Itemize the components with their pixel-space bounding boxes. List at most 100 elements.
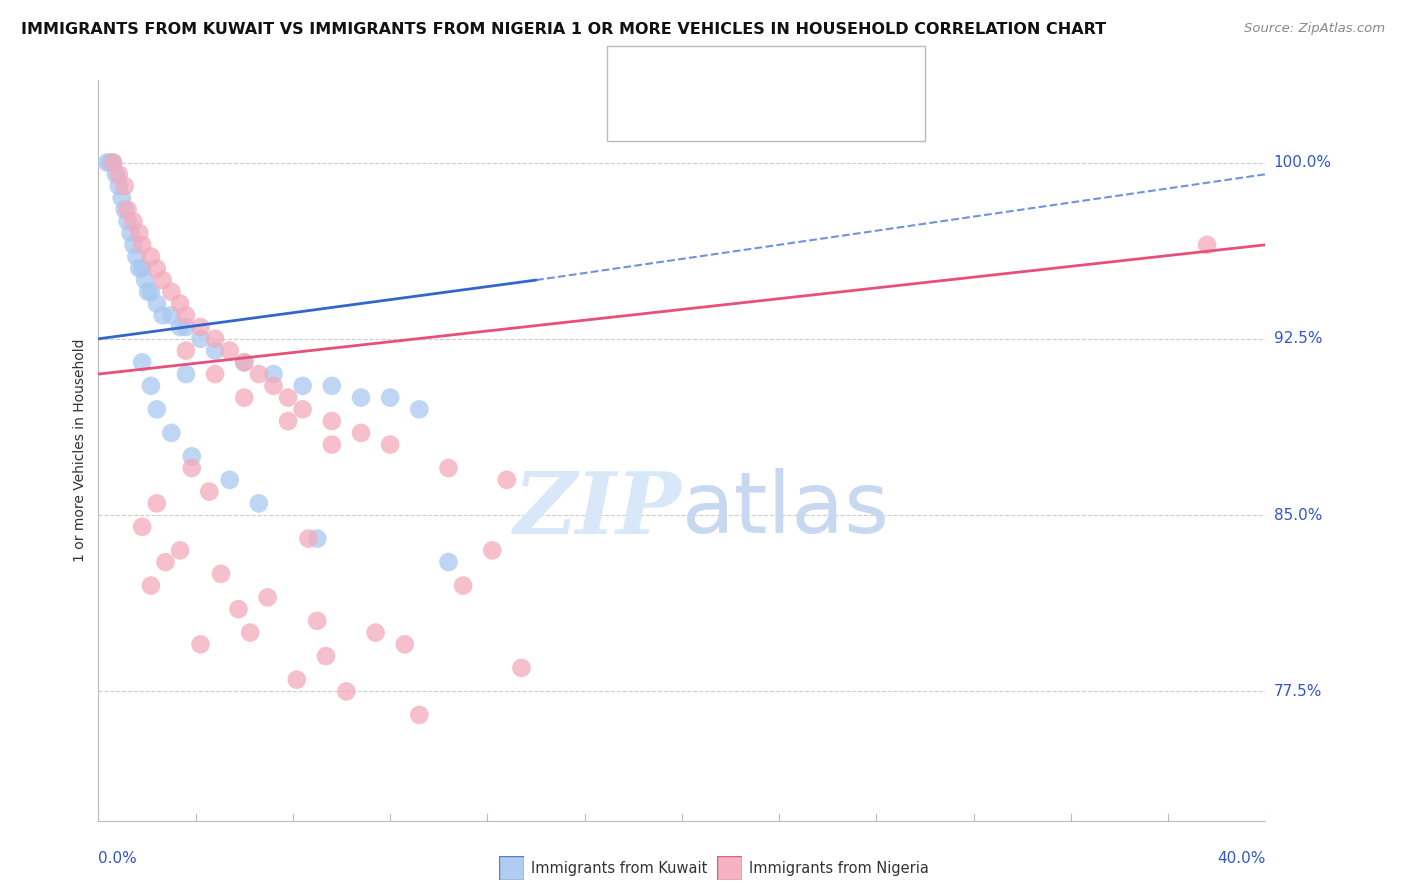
Point <box>218 473 240 487</box>
Point <box>111 191 134 205</box>
Point <box>169 543 191 558</box>
Text: 100.0%: 100.0% <box>1274 155 1331 170</box>
Point <box>131 355 153 369</box>
Point <box>263 367 285 381</box>
Text: 77.5%: 77.5% <box>1274 684 1322 698</box>
Point <box>122 214 145 228</box>
Point <box>297 532 319 546</box>
Point <box>155 555 177 569</box>
Point <box>321 437 343 451</box>
Point <box>408 707 430 722</box>
Point <box>291 379 314 393</box>
Text: Immigrants from Nigeria: Immigrants from Nigeria <box>749 862 929 876</box>
Text: 40.0%: 40.0% <box>1218 851 1265 866</box>
Point <box>122 237 145 252</box>
Point <box>291 402 314 417</box>
Point <box>481 543 503 558</box>
Point <box>350 425 373 440</box>
Point <box>350 391 373 405</box>
Point <box>139 250 162 264</box>
Point <box>233 355 256 369</box>
Point <box>190 332 212 346</box>
Text: IMMIGRANTS FROM KUWAIT VS IMMIGRANTS FROM NIGERIA 1 OR MORE VEHICLES IN HOUSEHOL: IMMIGRANTS FROM KUWAIT VS IMMIGRANTS FRO… <box>21 22 1107 37</box>
Point <box>136 285 159 299</box>
Point <box>1197 237 1219 252</box>
Point <box>128 261 150 276</box>
Point <box>204 367 226 381</box>
Point <box>277 391 299 405</box>
Text: ZIP: ZIP <box>515 468 682 551</box>
Point <box>380 437 402 451</box>
Point <box>218 343 240 358</box>
Point <box>146 261 169 276</box>
Point <box>139 379 162 393</box>
Point <box>233 391 256 405</box>
Text: Immigrants from Kuwait: Immigrants from Kuwait <box>531 862 707 876</box>
Y-axis label: 1 or more Vehicles in Household: 1 or more Vehicles in Household <box>73 339 87 562</box>
Point <box>131 261 153 276</box>
Text: atlas: atlas <box>682 468 890 551</box>
Text: 92.5%: 92.5% <box>1274 331 1322 346</box>
Point <box>307 532 329 546</box>
Point <box>335 684 357 698</box>
Point <box>125 250 148 264</box>
Point <box>108 179 131 194</box>
Point <box>114 179 136 194</box>
Point <box>128 226 150 240</box>
Point <box>96 155 118 169</box>
Point <box>239 625 262 640</box>
Point <box>233 355 256 369</box>
Point <box>510 661 533 675</box>
Point <box>198 484 221 499</box>
Point <box>204 343 226 358</box>
Point <box>285 673 308 687</box>
Point <box>256 591 278 605</box>
Point <box>104 167 127 181</box>
Point <box>117 214 139 228</box>
Point <box>380 391 402 405</box>
Point <box>160 308 183 322</box>
Point <box>321 379 343 393</box>
Text: Source: ZipAtlas.com: Source: ZipAtlas.com <box>1244 22 1385 36</box>
Point <box>263 379 285 393</box>
Point <box>437 555 460 569</box>
Point <box>120 226 142 240</box>
Point <box>364 625 387 640</box>
Point <box>247 496 270 510</box>
Point <box>98 155 121 169</box>
Point <box>451 579 474 593</box>
Point <box>174 308 197 322</box>
Text: 85.0%: 85.0% <box>1274 508 1322 523</box>
Point <box>139 285 162 299</box>
Point <box>180 461 202 475</box>
Point <box>152 273 174 287</box>
Point <box>117 202 139 217</box>
Point <box>160 285 183 299</box>
Point <box>131 520 153 534</box>
Point <box>146 496 169 510</box>
Point <box>228 602 250 616</box>
Point <box>496 473 519 487</box>
Point <box>180 450 202 464</box>
Point <box>394 637 416 651</box>
Point <box>437 461 460 475</box>
Point <box>131 237 153 252</box>
Point <box>315 649 337 664</box>
Text: R =  0.168   N = 55: R = 0.168 N = 55 <box>658 103 828 120</box>
Point <box>408 402 430 417</box>
Point <box>174 320 197 334</box>
Point <box>277 414 299 428</box>
Point <box>139 579 162 593</box>
Text: 0.0%: 0.0% <box>98 851 138 866</box>
Point <box>169 320 191 334</box>
Point <box>247 367 270 381</box>
Point <box>152 308 174 322</box>
Point <box>134 273 156 287</box>
Point <box>101 155 124 169</box>
Point <box>209 566 232 581</box>
Point <box>101 155 124 169</box>
Point <box>169 296 191 310</box>
Point <box>190 320 212 334</box>
Point <box>174 367 197 381</box>
Point <box>160 425 183 440</box>
